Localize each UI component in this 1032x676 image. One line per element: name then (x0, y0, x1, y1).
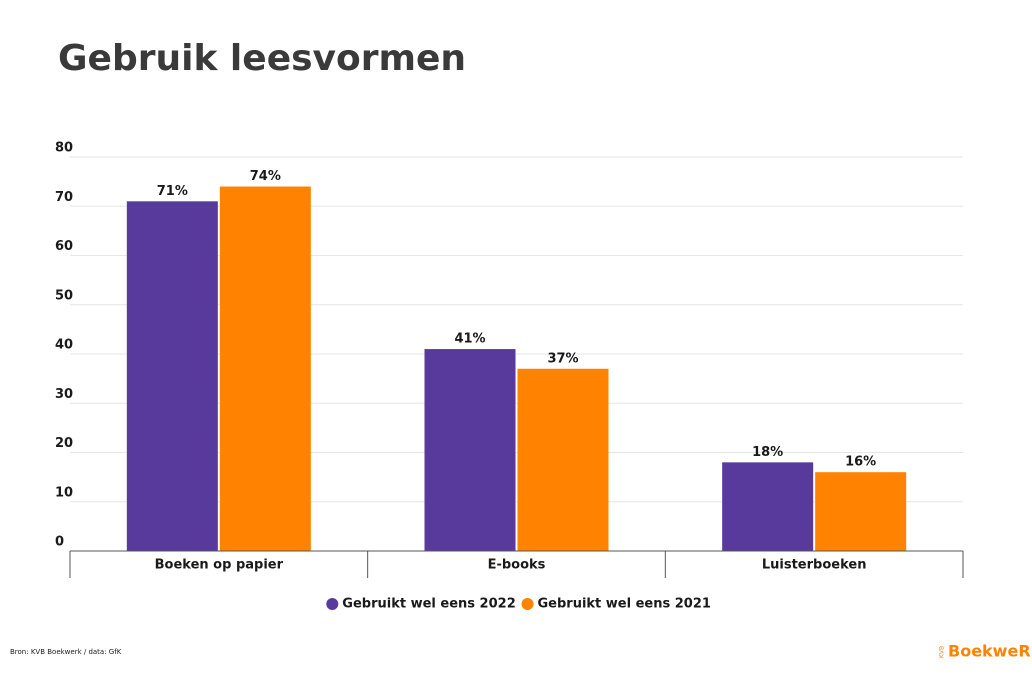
chart-title: Gebruik leesvormen (58, 38, 466, 79)
legend-label: Gebruikt wel eens 2022 (342, 597, 515, 612)
x-tick-label: E-books (488, 558, 546, 573)
value-label: 71% (157, 184, 188, 199)
value-label: 41% (454, 332, 485, 347)
y-tick-label: 40 (55, 338, 73, 353)
legend-label: Gebruikt wel eens 2021 (538, 597, 711, 612)
logo: BoekweRk (948, 642, 1032, 661)
logo-prefix: KVB (939, 646, 946, 658)
value-label: 37% (547, 351, 578, 366)
y-tick-label: 80 (55, 141, 73, 156)
bar (722, 462, 814, 551)
bar (219, 186, 311, 552)
bar (517, 368, 609, 551)
y-tick-label: 70 (55, 190, 73, 205)
value-label: 16% (845, 455, 876, 470)
y-tick-label: 10 (55, 485, 73, 500)
value-label: 74% (250, 169, 281, 184)
y-tick-label: 20 (55, 436, 73, 451)
y-tick-label: 60 (55, 239, 73, 254)
y-tick-label: 50 (55, 288, 73, 303)
y-tick-label: 0 (55, 535, 64, 550)
legend-marker (326, 598, 339, 610)
bar (126, 201, 218, 551)
value-label: 18% (752, 445, 783, 460)
y-tick-label: 30 (55, 387, 73, 402)
x-tick-label: Luisterboeken (762, 558, 867, 573)
source-note: Bron: KVB Boekwerk / data: GfK (10, 648, 122, 656)
bar (815, 472, 907, 551)
legend-marker (521, 598, 534, 610)
x-tick-label: Boeken op papier (155, 558, 284, 573)
bar (424, 349, 516, 551)
